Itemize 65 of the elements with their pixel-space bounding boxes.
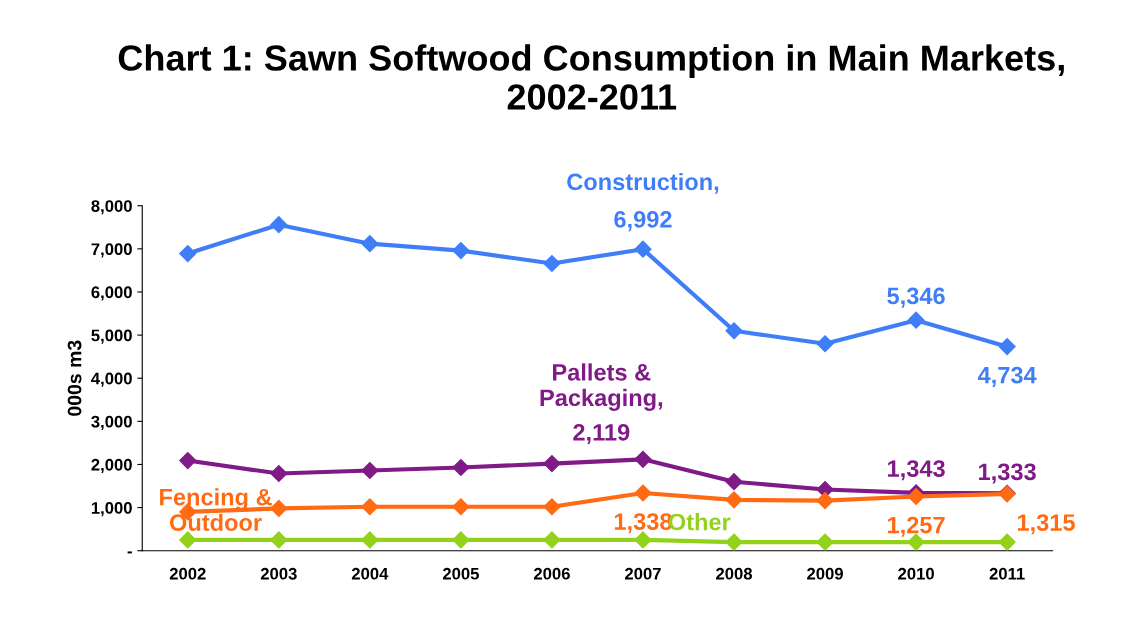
data-label: 1,315 bbox=[1017, 514, 1075, 535]
y-tick-label: - bbox=[127, 551, 132, 554]
point bbox=[361, 235, 379, 253]
point bbox=[907, 487, 925, 506]
y-tick-label: 5,000 bbox=[91, 329, 132, 344]
point bbox=[179, 452, 197, 470]
x-tick-label: 2002 bbox=[169, 567, 206, 580]
y-tick-label: 8,000 bbox=[91, 200, 132, 215]
data-label: 1,333 bbox=[979, 463, 1036, 484]
x-tick-label: 2010 bbox=[898, 567, 934, 580]
point bbox=[270, 464, 288, 483]
data-label: 6,992 bbox=[614, 211, 672, 232]
y-tick-label: 1,000 bbox=[91, 501, 132, 517]
point bbox=[270, 531, 288, 549]
y-tick-label: 7,000 bbox=[91, 243, 132, 258]
x-tick-label: 2009 bbox=[807, 567, 843, 580]
point bbox=[452, 531, 470, 549]
x-tick-label: 2008 bbox=[716, 567, 753, 580]
data-label: 5,346 bbox=[887, 287, 945, 308]
point bbox=[179, 245, 197, 263]
point bbox=[452, 242, 470, 260]
annotation: Fencing & Outdoor bbox=[160, 488, 272, 532]
point bbox=[634, 240, 652, 258]
x-tick-label: 2007 bbox=[625, 567, 661, 580]
y-tick-label: 4,000 bbox=[91, 372, 132, 387]
y-tick-label: 3,000 bbox=[91, 415, 132, 430]
point bbox=[179, 531, 197, 549]
x-tick-label: 2004 bbox=[351, 567, 389, 580]
point bbox=[543, 498, 561, 516]
chart-title: Chart 1: Sawn Softwood Consumption in Main Markets, 2002-2011 bbox=[118, 44, 1064, 110]
annotation: Construction, bbox=[567, 172, 719, 194]
point bbox=[725, 473, 743, 491]
point bbox=[907, 311, 925, 329]
point bbox=[725, 322, 743, 340]
x-tick-label: 2006 bbox=[533, 567, 570, 580]
point bbox=[361, 461, 379, 480]
point bbox=[543, 531, 561, 549]
point bbox=[725, 491, 743, 509]
annotation: Pallets & Packaging, bbox=[540, 363, 663, 411]
point bbox=[634, 484, 652, 502]
point bbox=[270, 216, 288, 234]
y-tick-label: 6,000 bbox=[91, 286, 132, 301]
data-label: 2,119 bbox=[573, 423, 630, 445]
x-tick-label: 2005 bbox=[442, 567, 479, 580]
point bbox=[998, 338, 1016, 356]
point bbox=[725, 533, 743, 551]
point bbox=[543, 455, 561, 473]
point bbox=[816, 335, 834, 353]
data-label: 1,343 bbox=[888, 460, 945, 481]
point bbox=[361, 498, 379, 516]
point bbox=[816, 492, 834, 510]
data-label: 1,257 bbox=[888, 516, 945, 537]
data-label: 4,734 bbox=[977, 366, 1037, 387]
point bbox=[816, 533, 834, 551]
x-tick-label: 2011 bbox=[989, 567, 1025, 580]
point bbox=[270, 499, 288, 518]
y-tick-label: 2,000 bbox=[91, 458, 132, 474]
x-tick-label: 2003 bbox=[260, 567, 297, 580]
point bbox=[452, 498, 470, 516]
point bbox=[543, 254, 561, 273]
point bbox=[452, 458, 470, 477]
point bbox=[361, 531, 379, 549]
point bbox=[634, 450, 652, 468]
y-axis-title: 000s m3 bbox=[67, 340, 82, 416]
point bbox=[998, 533, 1016, 551]
